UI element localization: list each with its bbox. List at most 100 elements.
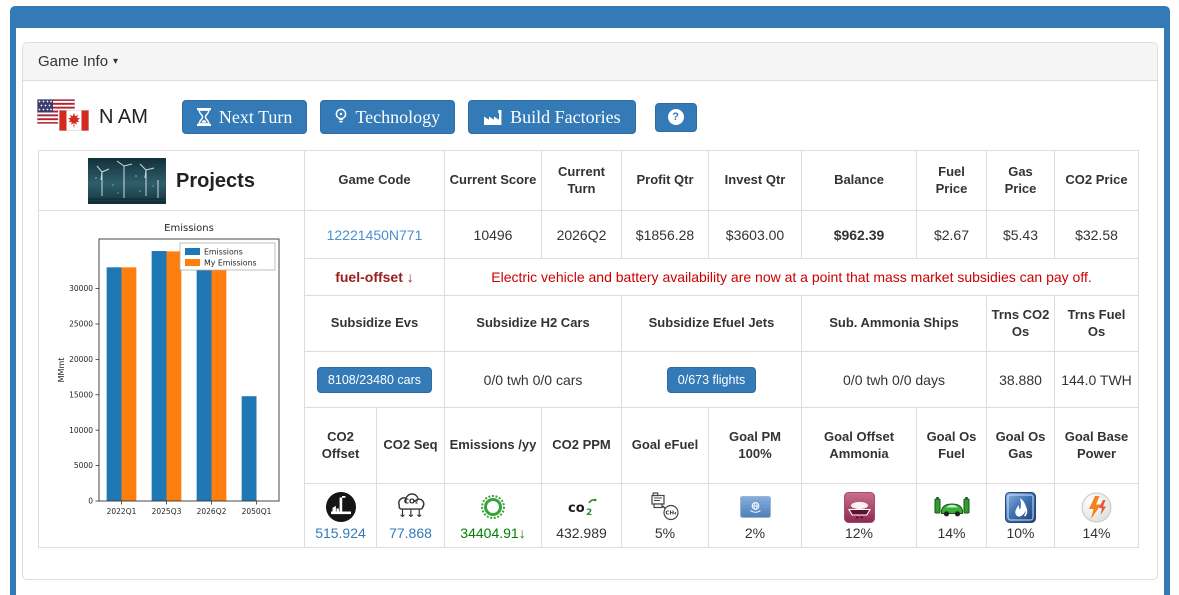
svg-text:30000: 30000 (69, 284, 93, 293)
bulb-icon (336, 108, 347, 123)
col-subsidize-evs: Subsidize Evs (304, 295, 445, 352)
goal-os-gas-cell: 10% (986, 483, 1055, 548)
co2-price-value: $32.58 (1054, 210, 1139, 259)
col-co2-seq: CO2 Seq (376, 407, 445, 484)
current-turn-value: 2026Q2 (541, 210, 622, 259)
svg-text:2050Q1: 2050Q1 (241, 507, 271, 516)
col-game-code: Game Code (304, 150, 445, 211)
co2-seq-value: 77.868 (389, 525, 432, 541)
toolbar: N AM Next Turn (37, 94, 1143, 140)
svg-text:2026Q2: 2026Q2 (196, 507, 226, 516)
col-sub-ammonia-ships: Sub. Ammonia Ships (801, 295, 987, 352)
col-co2-price: CO2 Price (1054, 150, 1139, 211)
col-trns-fuel-os: Trns Fuel Os (1054, 295, 1139, 352)
emissions-yy-cell: 34404.91↓ (444, 483, 542, 548)
alert-message-cell: Electric vehicle and battery availabilit… (444, 258, 1139, 296)
goal-base-power-value: 14% (1082, 525, 1111, 541)
svg-text:0: 0 (88, 496, 93, 505)
goal-os-fuel-cell: 14% (916, 483, 987, 548)
un-flag-icon (713, 490, 797, 524)
svg-text:My Emissions: My Emissions (204, 258, 257, 267)
gas-flame-icon (991, 490, 1050, 524)
svg-text:20000: 20000 (69, 354, 93, 363)
help-button[interactable]: ? (654, 102, 697, 132)
left-frame-rail (10, 20, 16, 595)
svg-text:2025Q3: 2025Q3 (151, 507, 181, 516)
profit-qtr-value: $1856.28 (621, 210, 709, 259)
subsidize-evs-button[interactable]: 8108/23480 cars (316, 366, 433, 393)
col-subsidize-efuel-jets: Subsidize Efuel Jets (621, 295, 802, 352)
top-navbar (10, 6, 1170, 28)
technology-label: Technology (355, 106, 441, 127)
next-turn-button[interactable]: Next Turn (181, 100, 308, 134)
co2-offset-cell: 515.924 (304, 483, 377, 548)
svg-text:CO₂: CO₂ (403, 498, 417, 506)
fuel-offset-toggle[interactable]: fuel-offset ↓ (335, 269, 414, 285)
alert-message: Electric vehicle and battery availabilit… (491, 269, 1092, 285)
goal-pm-value: 2% (744, 525, 766, 541)
factory-icon (484, 109, 502, 125)
goal-offset-ammonia-value: 12% (844, 525, 874, 541)
chevron-down-icon: ▾ (113, 56, 119, 67)
ammonia-ship-icon (806, 490, 912, 524)
emissions-yy-value: 34404.91↓ (460, 525, 526, 541)
subsidize-efuel-jets-cell: 0/673 flights (621, 351, 802, 408)
svg-text:Emissions: Emissions (164, 223, 214, 234)
svg-text:co: co (568, 501, 585, 516)
gas-price-value: $5.43 (986, 210, 1055, 259)
col-subsidize-h2-cars: Subsidize H2 Cars (444, 295, 622, 352)
svg-text:5000: 5000 (73, 461, 92, 470)
right-frame-rail (1164, 20, 1170, 595)
svg-text:CH₄: CH₄ (665, 511, 677, 517)
emissions-bar-chart: Emissions 0 5000 10000 15000 20000 25000 30000 M… (52, 218, 291, 537)
hourglass-icon (196, 108, 211, 126)
power-bolt-icon (1059, 490, 1134, 524)
col-goal-pm: Goal PM 100% (708, 407, 802, 484)
next-turn-label: Next Turn (218, 106, 293, 127)
game-info-panel: Game Info ▾ (22, 42, 1158, 580)
build-factories-button[interactable]: Build Factories (468, 100, 636, 134)
col-goal-efuel: Goal eFuel (621, 407, 709, 484)
technology-button[interactable]: Technology (320, 100, 456, 134)
projects-thumbnail (88, 157, 167, 204)
col-goal-offset-ammonia: Goal Offset Ammonia (801, 407, 917, 484)
col-trns-co2-os: Trns CO2 Os (986, 295, 1055, 352)
svg-text:Emissions: Emissions (204, 247, 243, 256)
goal-offset-ammonia-cell: 12% (801, 483, 917, 548)
region-flags (37, 97, 95, 137)
col-invest-qtr: Invest Qtr (708, 150, 802, 211)
sub-ammonia-ships-value: 0/0 twh 0/0 days (801, 351, 987, 408)
invest-qtr-value: $3603.00 (708, 210, 802, 259)
trns-co2-os-value: 38.880 (986, 351, 1055, 408)
fuel-price-value: $2.67 (916, 210, 987, 259)
co2-ppm-cell: co 2 432.989 (541, 483, 622, 548)
trns-fuel-os-value: 144.0 TWH (1054, 351, 1139, 408)
goal-pm-cell: 2% (708, 483, 802, 548)
svg-text:10000: 10000 (69, 425, 93, 434)
game-stats-table: Projects Game Code Current Score Current… (38, 150, 1139, 548)
co2-seq-icon: CO₂ ↓↓↓ (381, 490, 440, 524)
efuel-plant-icon: CH₄ (626, 490, 704, 524)
col-co2-offset: CO2 Offset (304, 407, 377, 484)
col-emissions-yy: Emissions /yy (444, 407, 542, 484)
game-code-link[interactable]: 12221450N771 (326, 226, 423, 243)
svg-text:25000: 25000 (69, 319, 93, 328)
alert-label-cell[interactable]: fuel-offset ↓ (304, 258, 445, 296)
svg-text:2: 2 (586, 508, 592, 518)
subsidize-h2-cars-value: 0/0 twh 0/0 cars (444, 351, 622, 408)
col-goal-base-power: Goal Base Power (1054, 407, 1139, 484)
svg-text:2022Q1: 2022Q1 (106, 507, 136, 516)
emissions-chart-cell: Emissions 0 5000 10000 15000 20000 25000 30000 M… (38, 210, 305, 548)
balance-value: $962.39 (801, 210, 917, 259)
col-current-turn: Current Turn (541, 150, 622, 211)
game-info-dropdown[interactable]: Game Info ▾ (23, 43, 1157, 81)
goal-os-fuel-value: 14% (937, 525, 966, 541)
goal-efuel-value-co2ppm: 432.989 (556, 525, 607, 541)
goal-base-power-cell: 14% (1054, 483, 1139, 548)
col-balance: Balance (801, 150, 917, 211)
subsidize-efuel-jets-button[interactable]: 0/673 flights (666, 366, 757, 393)
game-code-cell: 12221450N771 (304, 210, 445, 259)
col-gas-price: Gas Price (986, 150, 1055, 211)
projects-header: Projects (38, 150, 305, 211)
